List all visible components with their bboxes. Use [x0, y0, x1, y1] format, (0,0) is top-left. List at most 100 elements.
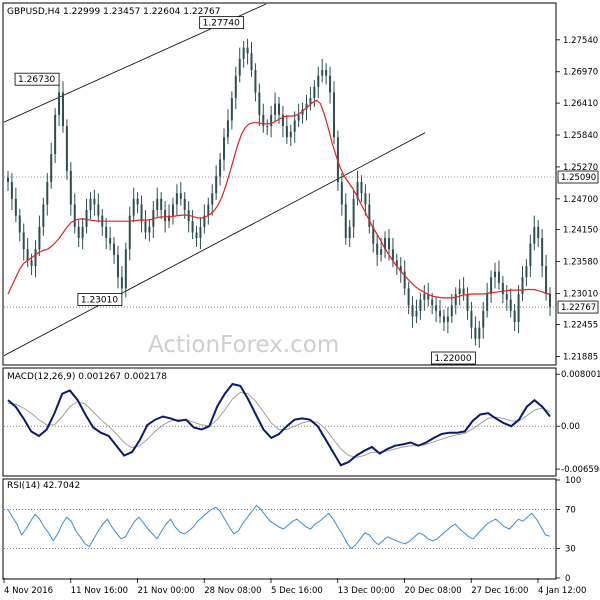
- candle-body: [144, 221, 147, 233]
- x-tick-label: 4 Jan 12:00: [538, 586, 586, 596]
- candle-body: [203, 215, 206, 227]
- candle-body: [160, 198, 163, 211]
- candle: [325, 63, 328, 85]
- candle: [321, 58, 324, 83]
- candle-body: [46, 182, 49, 205]
- price-tag-label: 1.22767: [561, 303, 596, 313]
- candle-body: [387, 238, 390, 250]
- candle-body: [415, 310, 418, 317]
- rsi-tick-label: 30: [565, 545, 576, 555]
- candle-body: [517, 294, 520, 323]
- level-annotation-0: 1.26730: [14, 72, 60, 86]
- price-tag: 1.25090: [557, 170, 599, 184]
- candle: [419, 292, 422, 320]
- candle-body: [65, 126, 68, 171]
- candle-body: [93, 198, 96, 205]
- candle: [301, 102, 304, 124]
- candle-body: [124, 249, 127, 289]
- candle-body: [30, 260, 33, 267]
- candle-body: [513, 310, 516, 323]
- candle-body: [407, 288, 410, 306]
- candle: [289, 124, 292, 147]
- price-tick-label: 1.23010: [563, 289, 598, 299]
- candle: [262, 103, 265, 133]
- candle-body: [332, 92, 335, 138]
- candle-body: [183, 198, 186, 211]
- candle: [368, 193, 371, 234]
- candle: [442, 309, 445, 331]
- candle-body: [250, 53, 253, 71]
- candle: [266, 119, 269, 136]
- candle: [81, 217, 84, 250]
- candle-body: [376, 243, 379, 255]
- candle-body: [156, 198, 159, 211]
- candle: [238, 47, 241, 83]
- annotation-box: [14, 72, 60, 86]
- candle-body: [395, 260, 398, 267]
- candle-body: [226, 120, 229, 138]
- candle-body: [352, 198, 355, 227]
- candle-body: [69, 170, 72, 205]
- candle-body: [458, 288, 461, 295]
- candle: [486, 282, 489, 318]
- candle-body: [494, 271, 497, 278]
- price-panel-frame: [2, 2, 557, 366]
- candle: [497, 260, 500, 290]
- candle: [124, 242, 127, 298]
- candle-body: [34, 249, 37, 267]
- annotation-label: 1.27740: [203, 19, 240, 29]
- candle: [254, 63, 257, 102]
- candle: [113, 236, 116, 264]
- candle: [234, 66, 237, 110]
- watermark: ActionForex.com: [148, 332, 339, 358]
- candle-body: [50, 154, 53, 183]
- candle: [403, 260, 406, 296]
- rsi-tick-label: 100: [565, 476, 581, 486]
- candle: [281, 105, 284, 138]
- candle-body: [301, 109, 304, 115]
- candle: [352, 189, 355, 239]
- candle: [207, 197, 210, 225]
- candle-body: [89, 198, 92, 211]
- price-tick-label: 1.26410: [563, 99, 598, 109]
- candle: [242, 40, 245, 68]
- candle-body: [105, 226, 108, 239]
- candle: [541, 229, 544, 278]
- price-tick-label: 1.21885: [563, 352, 598, 362]
- x-tick-label: 4 Nov 2016: [4, 586, 53, 596]
- candle-body: [238, 58, 241, 76]
- rsi-line: [7, 504, 551, 550]
- candle-body: [490, 277, 493, 295]
- candle-body: [7, 177, 9, 183]
- candle-body: [109, 238, 112, 244]
- price-tag-label: 1.25090: [561, 173, 596, 183]
- annotation-label: 1.23010: [81, 295, 118, 305]
- x-tick-label: 21 Nov 00:00: [138, 586, 195, 596]
- annotation-box: [430, 351, 476, 365]
- x-tick-label: 5 Dec 16:00: [271, 586, 323, 596]
- macd-panel-frame: [2, 367, 557, 477]
- candle: [77, 220, 80, 247]
- candle-body: [380, 249, 383, 255]
- annotation-label: 1.22000: [434, 354, 471, 364]
- candle: [156, 187, 159, 217]
- candle-body: [42, 204, 45, 227]
- candle: [116, 245, 119, 289]
- candle-body: [478, 327, 481, 339]
- candle: [490, 270, 493, 303]
- candle-body: [234, 75, 237, 99]
- level-annotation-1: 1.27740: [199, 16, 245, 30]
- candle-body: [454, 294, 457, 306]
- candle: [54, 108, 57, 164]
- candle-body: [442, 316, 445, 323]
- rsi-layer: [4, 504, 554, 550]
- candle-body: [281, 114, 284, 127]
- candle: [309, 86, 312, 111]
- macd-signal-line: [7, 391, 551, 458]
- candle: [446, 307, 449, 334]
- level-annotation-2: 1.23010: [77, 293, 123, 306]
- candle-body: [113, 243, 116, 255]
- candle-body: [211, 193, 214, 205]
- candle-body: [148, 226, 151, 233]
- candle-body: [356, 182, 359, 199]
